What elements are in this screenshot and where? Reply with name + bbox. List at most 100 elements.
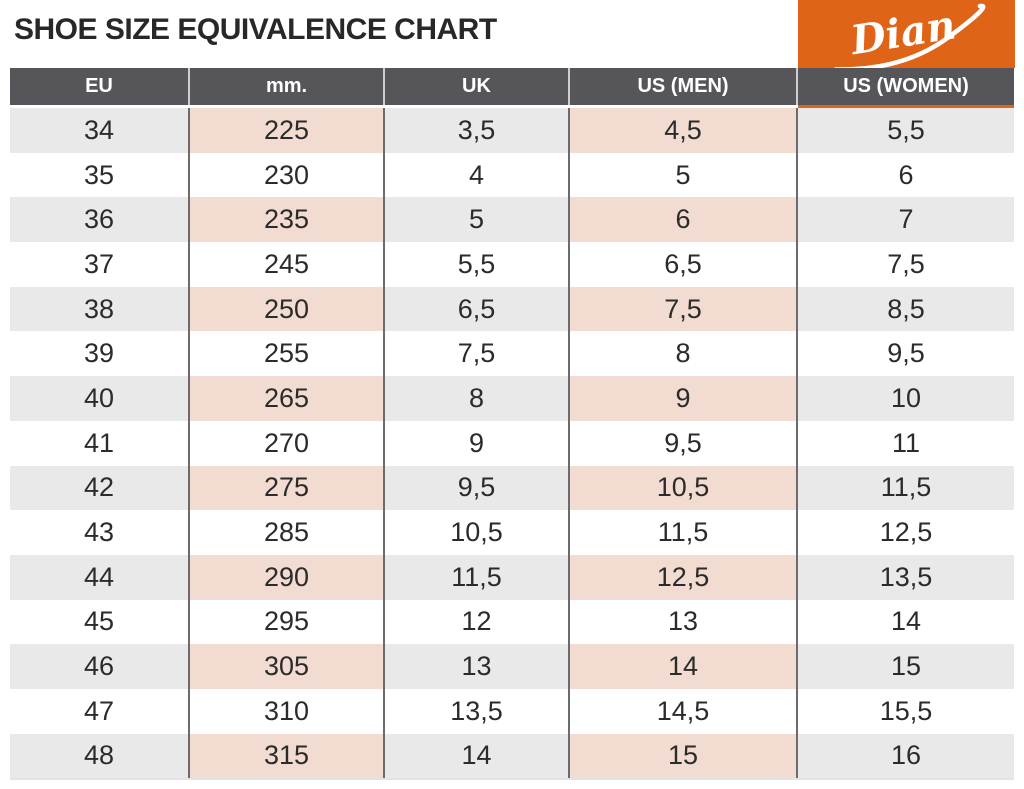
table-cell: 10 bbox=[798, 376, 1014, 421]
table-cell: 5 bbox=[570, 152, 798, 198]
table-cell: 14 bbox=[798, 599, 1014, 645]
table-row: 46 305 13 14 15 bbox=[10, 644, 1014, 689]
table-cell: 4,5 bbox=[570, 108, 798, 153]
table-cell: 255 bbox=[190, 331, 385, 377]
table-cell: 310 bbox=[190, 688, 385, 734]
logo-underline-swoosh bbox=[833, 3, 986, 68]
table-cell: 11 bbox=[798, 420, 1014, 466]
table-cell: 305 bbox=[190, 644, 385, 689]
table-cell: 7,5 bbox=[385, 331, 570, 377]
table-cell: 11,5 bbox=[798, 465, 1014, 511]
table-cell: 14,5 bbox=[570, 688, 798, 734]
table-cell: 6,5 bbox=[570, 242, 798, 287]
table-cell: 290 bbox=[190, 554, 385, 600]
table-cell: 3,5 bbox=[385, 108, 570, 153]
table-cell: 13 bbox=[385, 644, 570, 689]
brand-logo: Dian bbox=[798, 0, 1015, 68]
table-cell: 34 bbox=[10, 108, 190, 153]
table-cell: 10,5 bbox=[385, 510, 570, 555]
table-cell: 7,5 bbox=[798, 242, 1014, 287]
table-cell: 46 bbox=[10, 644, 190, 689]
table-row: 47 310 13,5 14,5 15,5 bbox=[10, 688, 1014, 734]
table-cell: 13,5 bbox=[385, 688, 570, 734]
table-row: 39 255 7,5 8 9,5 bbox=[10, 331, 1014, 377]
table-cell: 14 bbox=[385, 733, 570, 779]
table-row: 40 265 8 9 10 bbox=[10, 376, 1014, 421]
table-cell: 11,5 bbox=[570, 510, 798, 555]
table-cell: 42 bbox=[10, 465, 190, 511]
table-cell: 35 bbox=[10, 152, 190, 198]
column-header-us-men: US (MEN) bbox=[570, 68, 798, 105]
table-cell: 245 bbox=[190, 242, 385, 287]
table-cell: 250 bbox=[190, 286, 385, 332]
table-cell: 11,5 bbox=[385, 554, 570, 600]
table-cell: 14 bbox=[570, 644, 798, 689]
orange-accent-bar bbox=[798, 105, 1014, 108]
table-cell: 13,5 bbox=[798, 554, 1014, 600]
dian-logo-text: Dian bbox=[847, 1, 959, 64]
size-table: EU mm. UK US (MEN) US (WOMEN) 34 225 3,5 4,… bbox=[10, 68, 1014, 781]
table-cell: 7,5 bbox=[570, 286, 798, 332]
table-row: 45 295 12 13 14 bbox=[10, 599, 1014, 645]
table-row: 37 245 5,5 6,5 7,5 bbox=[10, 242, 1014, 287]
table-cell: 15 bbox=[570, 733, 798, 779]
table-cell: 15,5 bbox=[798, 688, 1014, 734]
table-cell: 12 bbox=[385, 599, 570, 645]
table-cell: 275 bbox=[190, 465, 385, 511]
table-cell: 41 bbox=[10, 420, 190, 466]
table-cell: 10,5 bbox=[570, 465, 798, 511]
table-cell: 12,5 bbox=[570, 554, 798, 600]
table-cell: 315 bbox=[190, 733, 385, 779]
table-row: 44 290 11,5 12,5 13,5 bbox=[10, 554, 1014, 600]
column-header-mm: mm. bbox=[190, 68, 385, 105]
table-row: 38 250 6,5 7,5 8,5 bbox=[10, 286, 1014, 332]
table-cell: 5 bbox=[385, 197, 570, 243]
table-cell: 45 bbox=[10, 599, 190, 645]
table-cell: 230 bbox=[190, 152, 385, 198]
table-cell: 6 bbox=[570, 197, 798, 243]
table-cell: 37 bbox=[10, 242, 190, 287]
table-cell: 5,5 bbox=[385, 242, 570, 287]
table-row: 36 235 5 6 7 bbox=[10, 197, 1014, 243]
table-cell: 7 bbox=[798, 197, 1014, 243]
dian-logo-graphic: Dian bbox=[833, 1, 986, 68]
table-cell: 44 bbox=[10, 554, 190, 600]
table-cell: 43 bbox=[10, 510, 190, 555]
page-title: SHOE SIZE EQUIVALENCE CHART bbox=[14, 13, 497, 46]
table-cell: 6 bbox=[798, 152, 1014, 198]
table-cell: 295 bbox=[190, 599, 385, 645]
table-cell: 48 bbox=[10, 733, 190, 779]
table-cell: 285 bbox=[190, 510, 385, 555]
table-cell: 39 bbox=[10, 331, 190, 377]
table-cell: 270 bbox=[190, 420, 385, 466]
table-cell: 6,5 bbox=[385, 286, 570, 332]
table-row: 35 230 4 5 6 bbox=[10, 152, 1014, 198]
table-cell: 9,5 bbox=[570, 420, 798, 466]
table-cell: 12,5 bbox=[798, 510, 1014, 555]
table-cell: 9 bbox=[385, 420, 570, 466]
table-cell: 38 bbox=[10, 286, 190, 332]
table-cell: 40 bbox=[10, 376, 190, 421]
table-cell: 36 bbox=[10, 197, 190, 243]
table-cell: 9 bbox=[570, 376, 798, 421]
table-row: 41 270 9 9,5 11 bbox=[10, 420, 1014, 466]
table-row: 48 315 14 15 16 bbox=[10, 733, 1014, 779]
table-cell: 13 bbox=[570, 599, 798, 645]
column-header-eu: EU bbox=[10, 68, 190, 105]
table-cell: 15 bbox=[798, 644, 1014, 689]
table-row: 34 225 3,5 4,5 5,5 bbox=[10, 108, 1014, 153]
table-cell: 9,5 bbox=[385, 465, 570, 511]
column-header-uk: UK bbox=[385, 68, 570, 105]
table-header-row: EU mm. UK US (MEN) US (WOMEN) bbox=[10, 68, 1014, 105]
table-cell: 265 bbox=[190, 376, 385, 421]
table-body: 34 225 3,5 4,5 5,5 35 230 4 5 6 36 235 5 6 7 37 245 5,5 6,… bbox=[10, 108, 1014, 781]
table-cell: 8,5 bbox=[798, 286, 1014, 332]
table-cell: 8 bbox=[570, 331, 798, 377]
table-cell: 8 bbox=[385, 376, 570, 421]
table-cell: 4 bbox=[385, 152, 570, 198]
table-cell: 5,5 bbox=[798, 108, 1014, 153]
table-row: 42 275 9,5 10,5 11,5 bbox=[10, 465, 1014, 511]
table-cell: 235 bbox=[190, 197, 385, 243]
column-header-us-women: US (WOMEN) bbox=[843, 75, 969, 97]
